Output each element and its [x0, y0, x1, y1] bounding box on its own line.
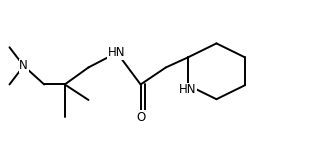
Text: HN: HN	[108, 46, 126, 59]
Text: O: O	[136, 111, 145, 124]
Text: HN: HN	[179, 83, 197, 96]
Text: N: N	[19, 59, 28, 72]
